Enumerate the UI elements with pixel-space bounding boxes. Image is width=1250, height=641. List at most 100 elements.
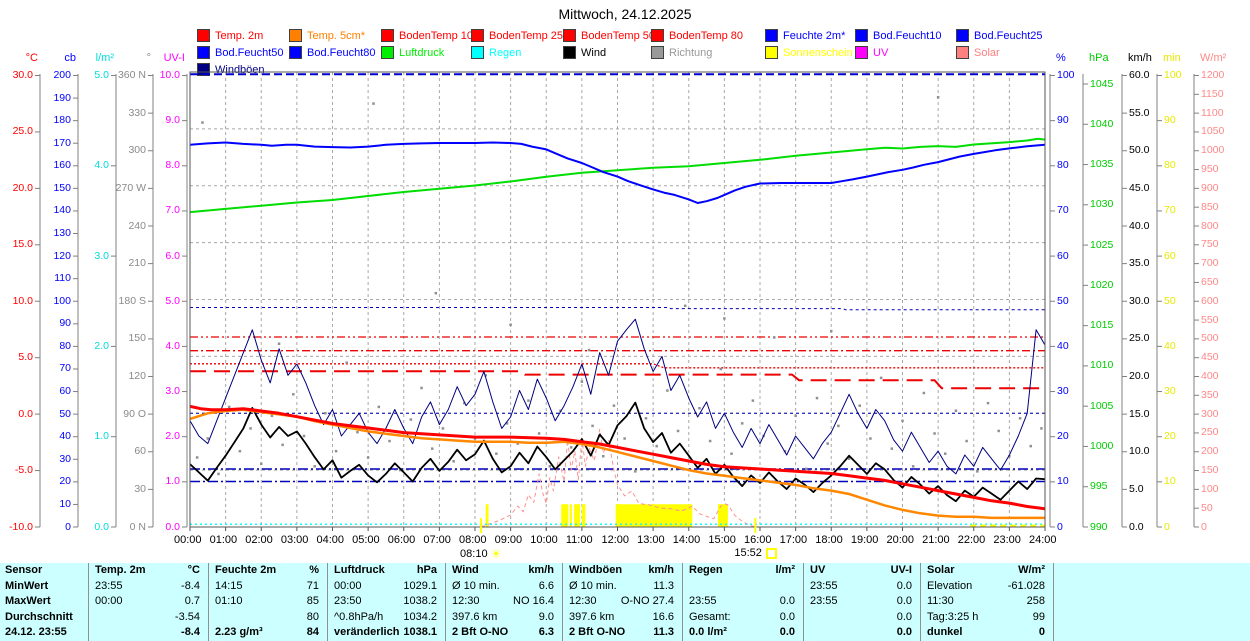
tick-label: 350 [1201,388,1219,401]
table-column-header: Temp. 2m °C [89,563,208,579]
legend-item-temp-5cm-[interactable]: Temp. 5cm* [289,29,365,42]
table-row: 2 Bft O-NO 11.3 [563,625,682,641]
x-tick-label: 05:00 [352,534,380,546]
axis-unit-%: % [1056,52,1066,64]
tick-label: 40 [59,430,71,443]
table-cell: 1034.2 [403,610,437,623]
tick-label: 1010 [1090,359,1114,372]
tick-label: 80 [59,339,71,352]
legend-item-luftdruck[interactable]: Luftdruck [381,46,444,59]
tick-label: 900 [1201,181,1219,194]
legend-item-wind[interactable]: Wind [563,46,606,59]
tick-label: 100 [1057,69,1075,81]
x-tick-label: 01:00 [209,534,238,546]
x-tick-label: 18:00 [815,534,843,546]
tick-label: 15.0 [12,238,33,251]
legend-item-richtung[interactable]: Richtung [651,46,712,59]
tick-label: 300 [128,144,146,157]
table-row: 0.0 [804,625,920,641]
tick-label: 0 [1201,520,1207,533]
table-cell: 11:30 [927,595,954,608]
legend-item-sonnenschein[interactable]: Sonnenschein [765,46,853,59]
table-header-cell: Feuchte 2m [215,564,277,576]
tick-label: 20 [59,475,71,488]
table-row-label: Durchschnitt [5,610,73,623]
table-row: 00:00 1029.1 [328,579,445,595]
table-cell: 23:55 [689,595,717,608]
table-row: Tag:3:25 h 99 [921,610,1053,626]
legend-item-solar[interactable]: Solar [956,46,1000,59]
tick-label: 70 [1164,204,1176,217]
table-cell: 2 Bft O-NO [569,626,626,639]
tick-label: 25.0 [12,125,33,138]
legend-label: UV [873,46,889,59]
tick-label: 200 [53,69,71,81]
legend-label: Bod.Feucht80 [307,46,376,59]
table-row: 2.23 g/m³ 84 [209,625,327,641]
tick-label: 60 [134,445,146,458]
tick-label: 30.0 [1129,294,1150,307]
legend-item-bodentemp-10[interactable]: BodenTemp 10 [381,29,473,42]
table-cell [795,579,803,595]
legend-item-bodentemp-25[interactable]: BodenTemp 25 [471,29,563,42]
table-cell: 9.0 [538,610,554,623]
table-row: ^0.8hPa/h 1034.2 [328,610,445,626]
table-row: veränderlich 1038.1 [328,625,445,641]
tick-label: 330 [128,106,146,119]
table-header-cell: Solar [927,564,955,576]
table-header-cell: % [309,564,319,576]
table-cell: 6.6 [538,579,554,592]
table-cell: NO 16.4 [513,595,554,608]
legend-swatch [765,29,778,42]
table-cell: 23:55 [95,579,123,592]
legend-item-bod-feucht10[interactable]: Bod.Feucht10 [855,29,942,42]
tick-label: 950 [1201,163,1219,176]
tick-label: 45.0 [1129,181,1150,194]
table-row: Ø 10 min. 11.3 [563,579,682,595]
tick-label: 2.0 [94,339,109,352]
x-tick-label: 23:00 [993,534,1021,546]
tick-label: 240 [128,219,146,232]
table-cell: 0.0 [896,626,912,639]
tick-label: 600 [1201,294,1219,307]
tick-label: 10.0 [159,69,180,81]
tick-label: 100 [1201,482,1219,495]
table-row-label: MinWert [5,579,49,592]
table-row: 23:50 1038.2 [328,594,445,610]
legend-item-bodentemp-80[interactable]: BodenTemp 80 [651,29,743,42]
table-header-cell: Wind [452,564,479,576]
table-column-header: Wind km/h [446,563,562,579]
tick-label: 1200 [1201,69,1225,81]
table-cell: 84 [306,626,319,639]
table-row: 23:55 0.0 [683,594,803,610]
tick-label: 1040 [1090,117,1114,130]
table-cell: Ø 10 min. [452,579,500,592]
tick-label: 1150 [1201,87,1224,100]
legend-item-bod-feucht25[interactable]: Bod.Feucht25 [956,29,1043,42]
tick-label: 130 [53,227,71,240]
table-cell: -8.4 [181,579,200,592]
tick-label: 0.0 [94,520,109,533]
tick-label: 60 [1164,249,1176,262]
x-tick-label: 07:00 [423,534,451,546]
x-tick-label: 10:00 [530,534,558,546]
legend-item-uv[interactable]: UV [855,46,888,59]
legend-item-bodentemp-50[interactable]: BodenTemp 50 [563,29,655,42]
axis-unit-°: ° [146,52,151,64]
table-column-regen: Regen l/m² 23:55 0.0 Gesamt: 0.0 0.0 l/m² 0.0 [682,563,803,641]
tick-label: 120 [53,249,71,262]
axis-unit-W/m²: W/m² [1200,52,1227,64]
axis-unit-UV-I: UV-I [163,52,185,64]
legend-item-regen[interactable]: Regen [471,46,521,59]
legend-item-feuchte-2m-[interactable]: Feuchte 2m* [765,29,845,42]
legend-item-bod-feucht50[interactable]: Bod.Feucht50 [197,46,284,59]
legend-swatch [956,29,969,42]
table-cell: 23:55 [810,579,838,592]
table-header-cell: hPa [416,564,437,576]
table-cell: -8.4 [181,626,200,639]
legend-item-temp-2m[interactable]: Temp. 2m [197,29,263,42]
tick-label: 30.0 [12,69,33,81]
legend-item-bod-feucht80[interactable]: Bod.Feucht80 [289,46,376,59]
series-feuchte-2m [190,141,1045,204]
table-cell: 12:30 [569,595,597,608]
